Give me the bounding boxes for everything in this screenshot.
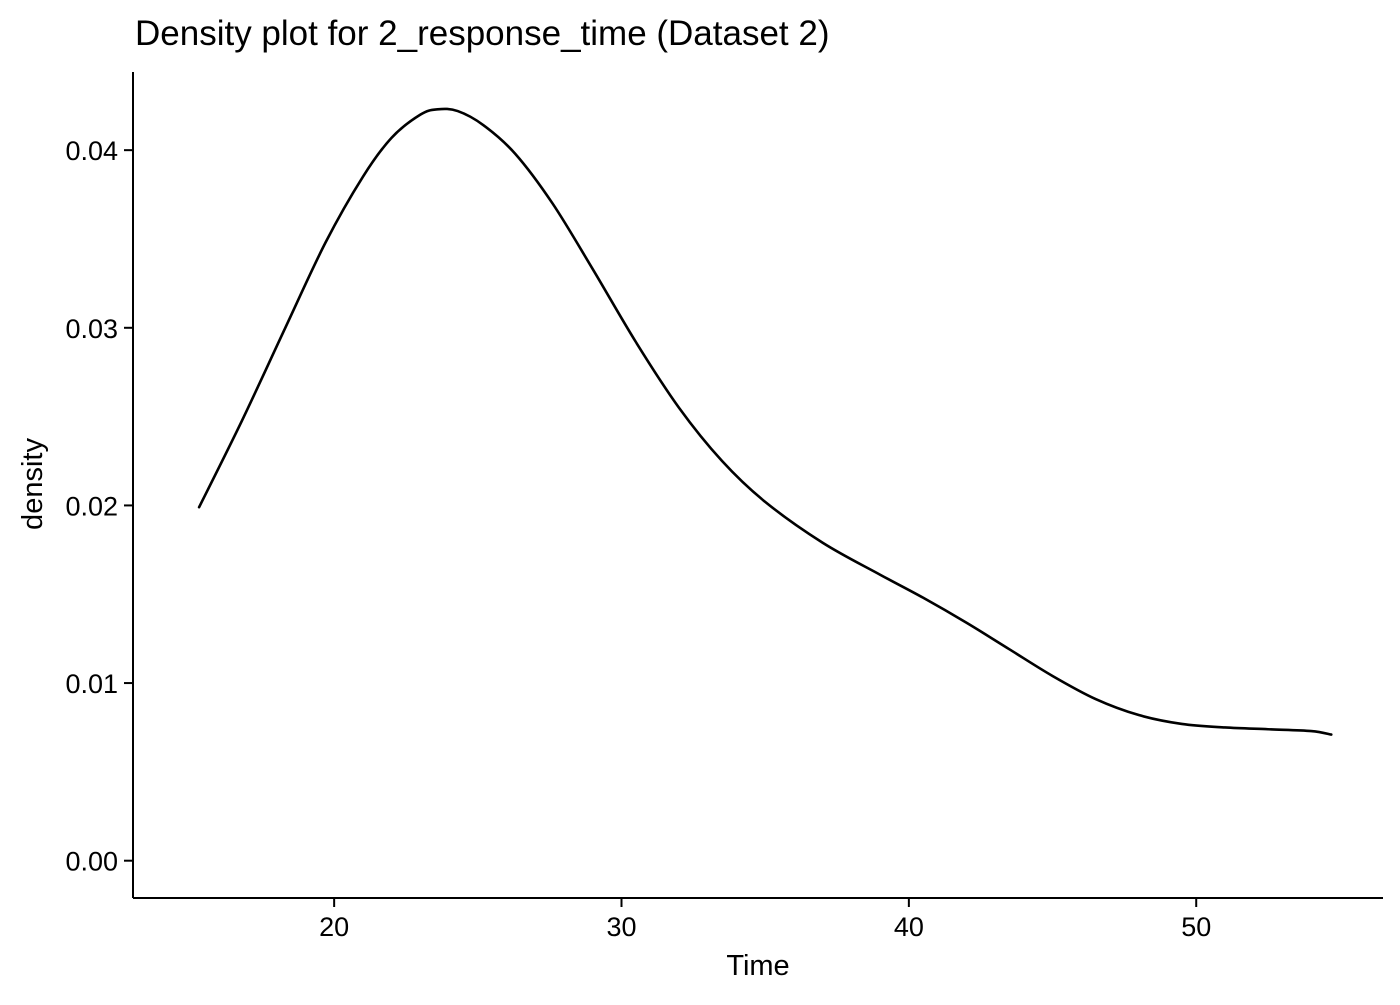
y-tick-label: 0.01 <box>65 669 118 699</box>
y-axis: 0.00 0.01 0.02 0.03 0.04 <box>65 72 134 898</box>
y-tick-label: 0.02 <box>65 491 118 521</box>
x-axis-title: Time <box>726 950 789 982</box>
x-tick-label: 40 <box>894 912 924 942</box>
y-tick-label: 0.00 <box>65 847 118 877</box>
chart-title: Density plot for 2_response_time (Datase… <box>135 14 830 53</box>
density-curve <box>197 107 1333 736</box>
x-axis: 20 30 40 50 <box>133 897 1383 942</box>
x-tick-label: 30 <box>606 912 636 942</box>
x-tick-label: 50 <box>1181 912 1211 942</box>
y-axis-title: density <box>17 438 49 530</box>
y-tick-label: 0.03 <box>65 314 118 344</box>
x-tick-label: 20 <box>319 912 349 942</box>
y-tick-label: 0.04 <box>65 136 118 166</box>
